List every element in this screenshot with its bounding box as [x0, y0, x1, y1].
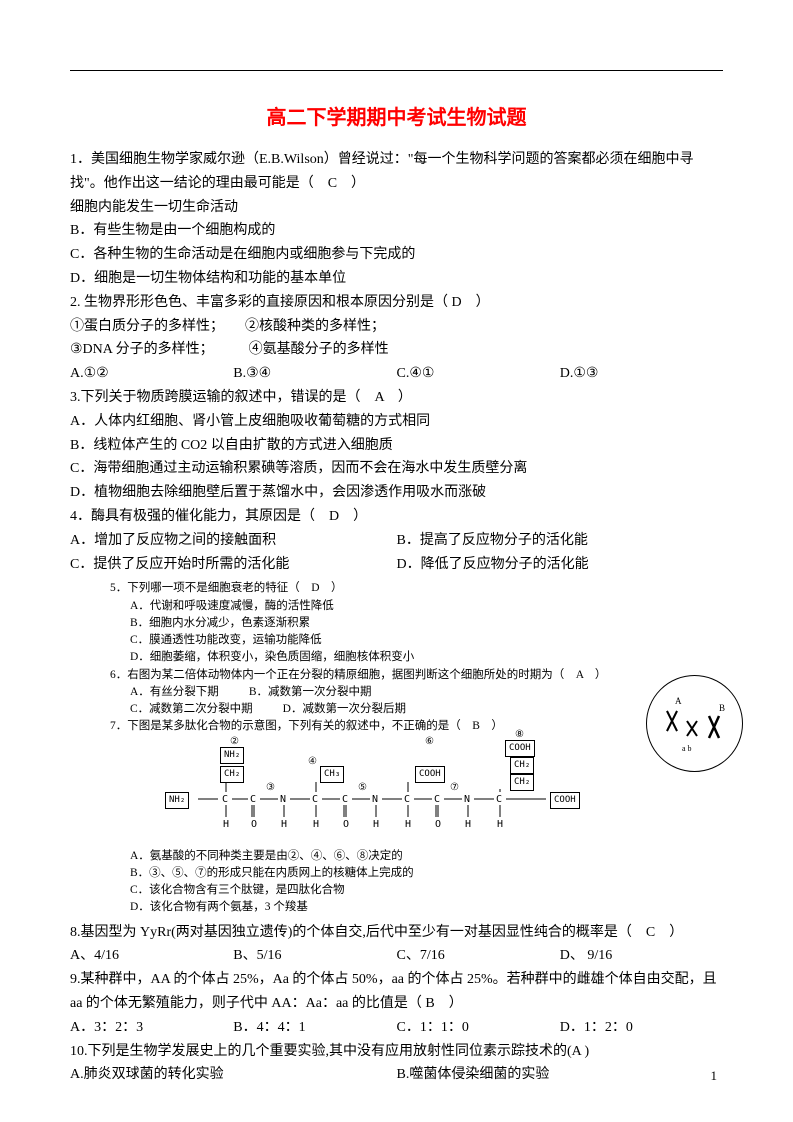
- q6-d: D．减数第一次分裂后期: [283, 701, 406, 718]
- q8-options: A、4/16 B、5/16 C、7/16 D、 9/16: [70, 944, 723, 968]
- svg-text:H: H: [465, 819, 471, 830]
- q2-stem: 2. 生物界形形色色、丰富多彩的直接原因和根本原因分别是（ D ）: [70, 291, 723, 315]
- q7-c: C．该化合物含有三个肽键，是四肽化合物: [130, 882, 723, 899]
- svg-text:N: N: [280, 794, 286, 805]
- q2-l1: ①蛋白质分子的多样性； ②核酸种类的多样性；: [70, 315, 723, 339]
- pg-n8: ⑧: [515, 727, 524, 742]
- q8-b: B、5/16: [233, 944, 396, 968]
- peptide-diagram: NH₂ ② CH₂ CH₃ ④ COOH ⑥ COOH ⑧ CH₂ CH₂ NH…: [160, 742, 580, 842]
- svg-text:H: H: [373, 819, 379, 830]
- q7-b: B．③、⑤、⑦的形成只能在内质网上的核糖体上完成的: [130, 865, 723, 882]
- svg-text:H: H: [405, 819, 411, 830]
- q5-b: B．细胞内水分减少，色素逐渐积累: [130, 615, 723, 632]
- pg-n7: ⑦: [450, 782, 459, 793]
- q3-d: D．植物细胞去除细胞壁后置于蒸馏水中，会因渗透作用吸水而涨破: [70, 481, 723, 505]
- q4-a: A．增加了反应物之间的接触面积: [70, 529, 397, 553]
- q4-ab: A．增加了反应物之间的接触面积 B．提高了反应物分子的活化能: [70, 529, 723, 553]
- svg-text:C: C: [404, 794, 410, 805]
- cell-label-ab: a b: [682, 744, 692, 753]
- q8-stem: 8.基因型为 YyRr(两对基因独立遗传)的个体自交,后代中至少有一对基因显性纯…: [70, 921, 723, 945]
- svg-text:H: H: [497, 819, 503, 830]
- q6-ab: A．有丝分裂下期 B．减数第一次分裂中期: [130, 684, 723, 701]
- q10-a: A.肺炎双球菌的转化实验: [70, 1063, 397, 1087]
- q10-b: B.噬菌体侵染细菌的实验: [397, 1063, 724, 1087]
- svg-text:C: C: [312, 794, 318, 805]
- q9-b: B．4：4：1: [233, 1016, 396, 1040]
- q2-b: B.③④: [233, 362, 396, 386]
- q3-stem: 3.下列关于物质跨膜运输的叙述中，错误的是（ A ）: [70, 386, 723, 410]
- q6-b: B．减数第一次分裂中期: [249, 684, 372, 701]
- q4-cd: C．提供了反应开始时所需的活化能 D．降低了反应物分子的活化能: [70, 553, 723, 577]
- chromosome-icon: A B a b: [647, 676, 742, 771]
- q2-l2: ③DNA 分子的多样性； ④氨基酸分子的多样性: [70, 338, 723, 362]
- q10-stem: 10.下列是生物学发展史上的几个重要实验,其中没有应用放射性同位素示踪技术的(A…: [70, 1040, 723, 1064]
- svg-text:H: H: [281, 819, 287, 830]
- q6-stem: 6．右图为某二倍体动物体内一个正在分裂的精原细胞，据图判断这个细胞所处的时期为（…: [110, 667, 723, 684]
- q4-d: D．降低了反应物分子的活化能: [397, 553, 724, 577]
- q4-b: B．提高了反应物分子的活化能: [397, 529, 724, 553]
- q9-c: C．1：1：0: [397, 1016, 560, 1040]
- q9-a: A．3：2：3: [70, 1016, 233, 1040]
- svg-text:C: C: [342, 794, 348, 805]
- q9-options: A．3：2：3 B．4：4：1 C．1：1：0 D．1：2：0: [70, 1016, 723, 1040]
- svg-text:O: O: [435, 819, 441, 830]
- cell-label-a: A: [675, 696, 682, 706]
- q1-c: C．各种生物的生命活动是在细胞内或细胞参与下完成的: [70, 243, 723, 267]
- svg-text:O: O: [343, 819, 349, 830]
- q1-b: B．有些生物是由一个细胞构成的: [70, 219, 723, 243]
- cell-label-b: B: [719, 703, 725, 713]
- q7-d: D．该化合物有两个氨基，3 个羧基: [130, 899, 723, 916]
- peptide-backbone-icon: C C N C C N C C: [160, 742, 580, 842]
- svg-text:C: C: [434, 794, 440, 805]
- q6-c: C．减数第二次分裂中期: [130, 701, 253, 718]
- exam-title: 高二下学期期中考试生物试题: [70, 101, 723, 130]
- q8-a: A、4/16: [70, 944, 233, 968]
- header-rule: [70, 70, 723, 71]
- exam-content: 1．美国细胞生物学家威尔逊（E.B.Wilson）曾经说过："每一个生物科学问题…: [70, 148, 723, 1087]
- pg-n3: ③: [266, 782, 275, 793]
- q2-d: D.①③: [560, 362, 723, 386]
- q6-cd: C．减数第二次分裂中期 D．减数第一次分裂后期: [130, 701, 723, 718]
- q10-ab: A.肺炎双球菌的转化实验 B.噬菌体侵染细菌的实验: [70, 1063, 723, 1087]
- svg-text:N: N: [372, 794, 378, 805]
- svg-text:C: C: [222, 794, 228, 805]
- svg-text:H: H: [223, 819, 229, 830]
- q5-a: A．代谢和呼吸速度减慢，酶的活性降低: [130, 598, 723, 615]
- q9-stem: 9.某种群中，AA 的个体占 25%，Aa 的个体占 50%，aa 的个体占 2…: [70, 968, 723, 1016]
- q2-a: A.①②: [70, 362, 233, 386]
- q7-stem: 7．下图是某多肽化合物的示意图，下列有关的叙述中，不正确的是（ B ）: [110, 718, 723, 735]
- q4-stem: 4．酶具有极强的催化能力，其原因是（ D ）: [70, 505, 723, 529]
- q3-a: A．人体内红细胞、肾小管上皮细胞吸收葡萄糖的方式相同: [70, 410, 723, 434]
- q5-stem: 5．下列哪一项不是细胞衰老的特征（ D ）: [110, 580, 723, 597]
- q1-a: 细胞内能发生一切生命活动: [70, 196, 723, 220]
- svg-text:C: C: [250, 794, 256, 805]
- q5-d: D．细胞萎缩，体积变小，染色质固缩，细胞核体积变小: [130, 649, 723, 666]
- q9-d: D．1：2：0: [560, 1016, 723, 1040]
- cell-diagram: A B a b: [646, 675, 743, 772]
- q5-q7-block: 5．下列哪一项不是细胞衰老的特征（ D ） A．代谢和呼吸速度减慢，酶的活性降低…: [110, 580, 723, 916]
- q1-d: D．细胞是一切生物体结构和功能的基本单位: [70, 267, 723, 291]
- svg-text:N: N: [464, 794, 470, 805]
- q8-d: D、 9/16: [560, 944, 723, 968]
- q5-c: C．膜通透性功能改变，运输功能降低: [130, 632, 723, 649]
- q1-stem: 1．美国细胞生物学家威尔逊（E.B.Wilson）曾经说过："每一个生物科学问题…: [70, 148, 723, 196]
- svg-text:C: C: [496, 794, 502, 805]
- svg-text:O: O: [251, 819, 257, 830]
- q2-options: A.①② B.③④ C.④① D.①③: [70, 362, 723, 386]
- q4-c: C．提供了反应开始时所需的活化能: [70, 553, 397, 577]
- page-number: 1: [711, 1068, 718, 1084]
- q6-a: A．有丝分裂下期: [130, 684, 219, 701]
- q2-c: C.④①: [397, 362, 560, 386]
- q7-a: A．氨基酸的不同种类主要是由②、④、⑥、⑧决定的: [130, 848, 723, 865]
- pg-n5: ⑤: [358, 782, 367, 793]
- q3-b: B．线粒体产生的 CO2 以自由扩散的方式进入细胞质: [70, 434, 723, 458]
- q3-c: C．海带细胞通过主动运输积累碘等溶质，因而不会在海水中发生质壁分离: [70, 457, 723, 481]
- q8-c: C、7/16: [397, 944, 560, 968]
- svg-text:H: H: [313, 819, 319, 830]
